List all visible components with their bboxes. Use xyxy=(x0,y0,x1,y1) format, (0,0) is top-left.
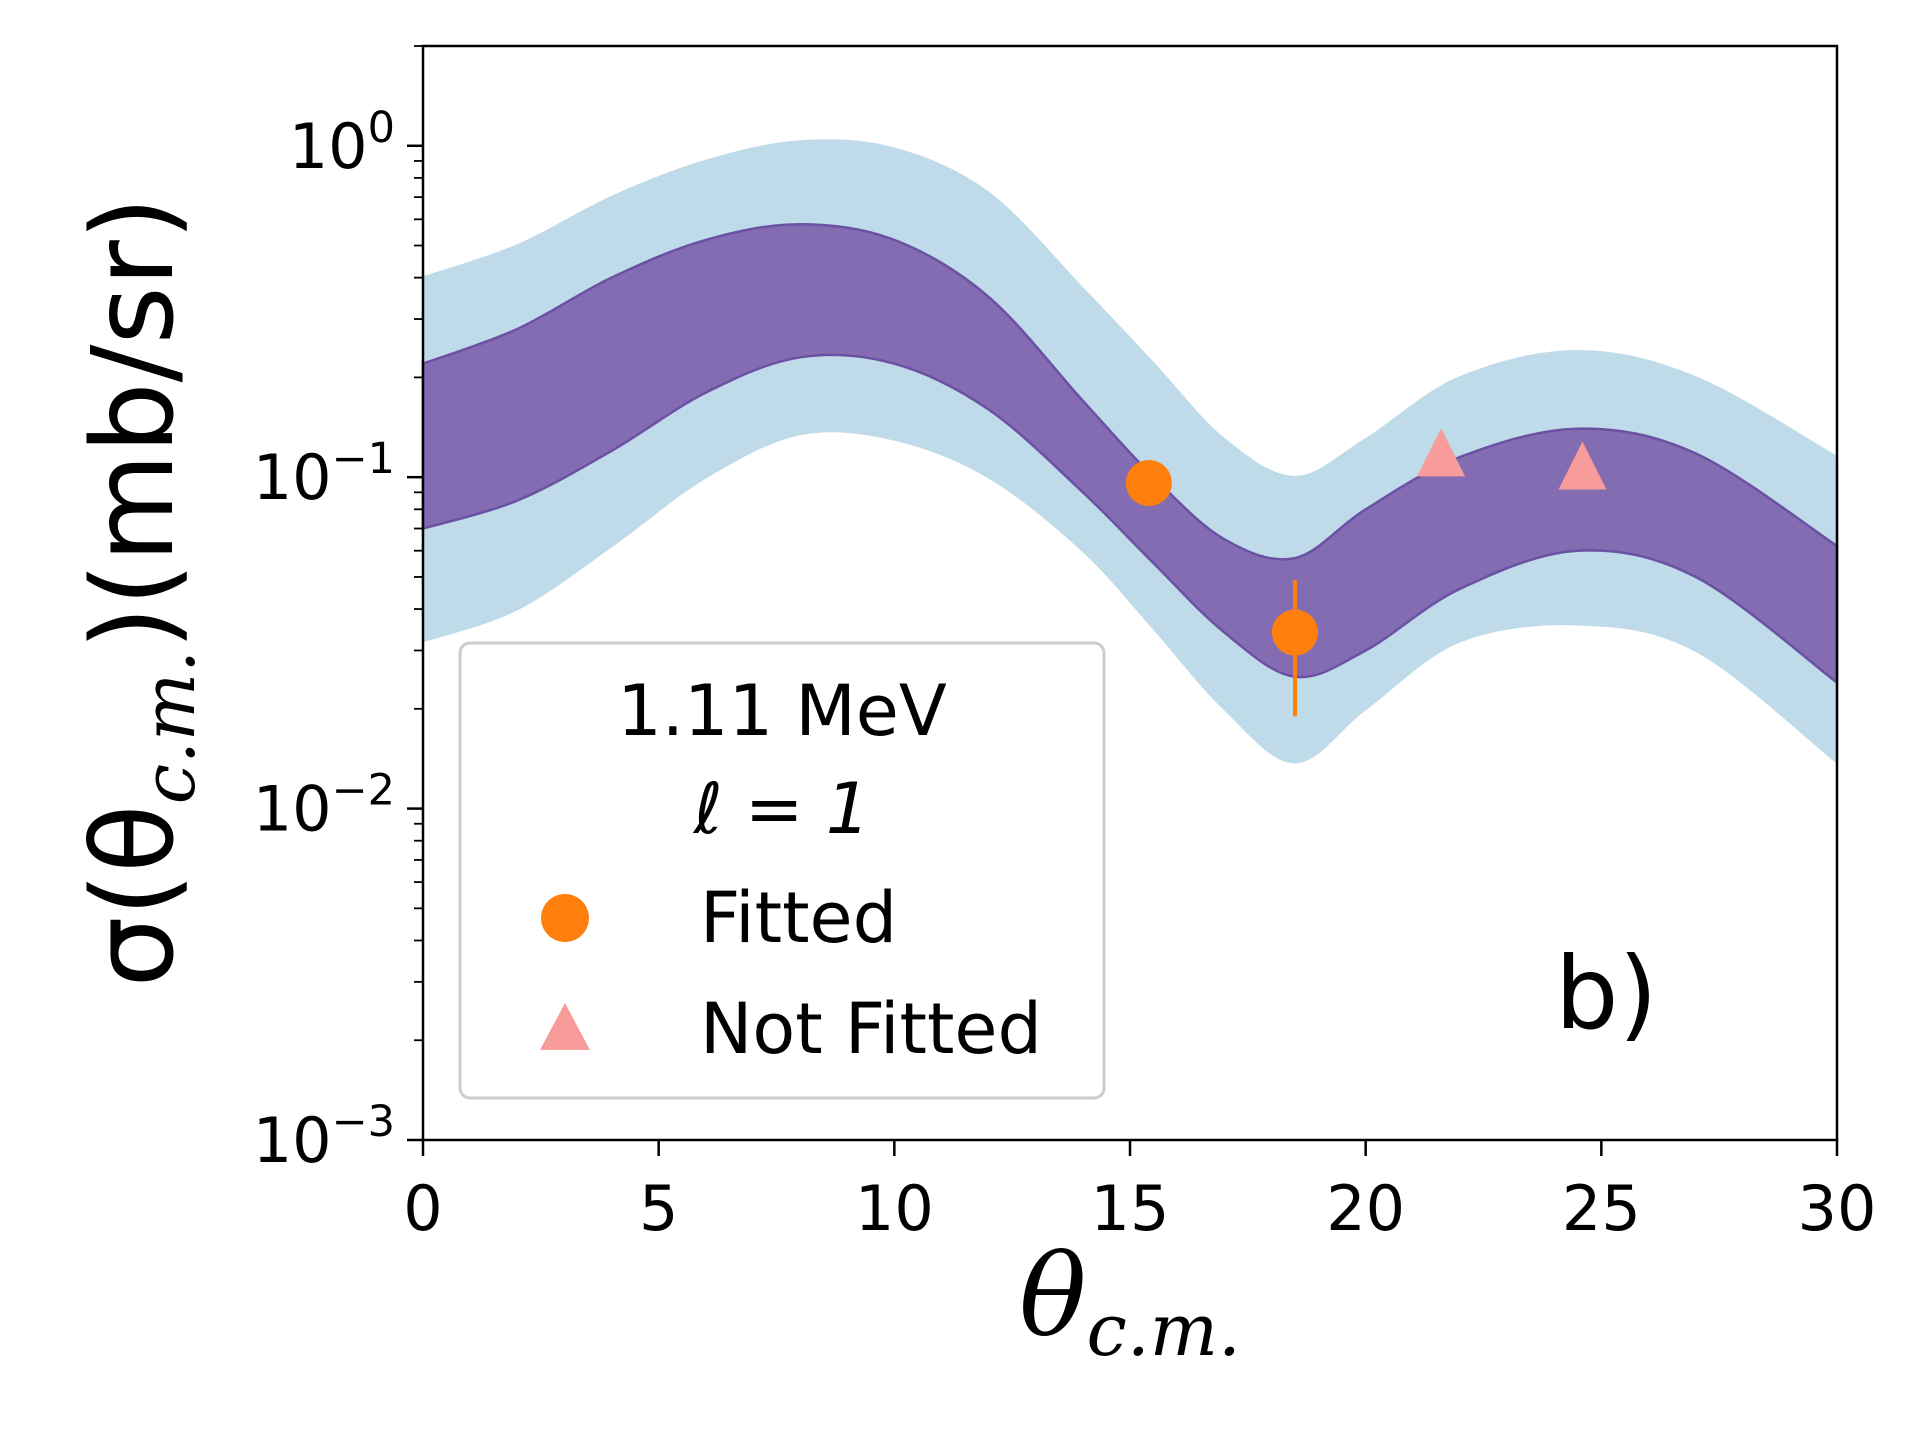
y-axis-title: σ(θc.m.)(mb/sr) xyxy=(69,197,211,988)
legend: 1.11 MeV ℓ = 1 Fitted Not Fitted xyxy=(458,641,1106,1100)
x-axis-ticks: 0 5 10 15 20 25 30 xyxy=(403,1140,1876,1245)
legend-title-angular-momentum: ℓ = 1 xyxy=(693,768,871,850)
legend-title-energy: 1.11 MeV xyxy=(617,670,947,752)
x-tick-label: 15 xyxy=(1091,1172,1170,1245)
x-axis-title: θc.m. xyxy=(1019,1232,1241,1372)
legend-box xyxy=(458,641,1106,1100)
x-tick-label: 25 xyxy=(1562,1172,1641,1245)
not-fitted-point xyxy=(1417,428,1466,477)
not-fitted-point xyxy=(1558,441,1607,490)
legend-not-fitted-label: Not Fitted xyxy=(700,988,1042,1070)
y-axis-ticks: 100 10−1 10−2 10−3 xyxy=(253,45,423,1177)
y-tick-label: 10−2 xyxy=(253,766,395,846)
data-points xyxy=(1125,428,1607,717)
x-tick-label: 30 xyxy=(1798,1172,1877,1245)
x-tick-label: 10 xyxy=(855,1172,934,1245)
y-tick-label: 100 xyxy=(289,103,395,183)
x-tick-label: 5 xyxy=(639,1172,678,1245)
fitted-point xyxy=(1271,609,1318,656)
x-tick-label: 0 xyxy=(403,1172,442,1245)
x-tick-label: 20 xyxy=(1326,1172,1405,1245)
y-tick-label: 10−3 xyxy=(253,1097,395,1177)
legend-not-fitted-marker xyxy=(540,1003,590,1050)
fitted-point xyxy=(1125,460,1172,507)
legend-fitted-label: Fitted xyxy=(700,877,897,959)
y-tick-label: 10−1 xyxy=(253,434,395,514)
panel-label: b) xyxy=(1555,935,1658,1052)
legend-fitted-marker xyxy=(541,894,589,942)
